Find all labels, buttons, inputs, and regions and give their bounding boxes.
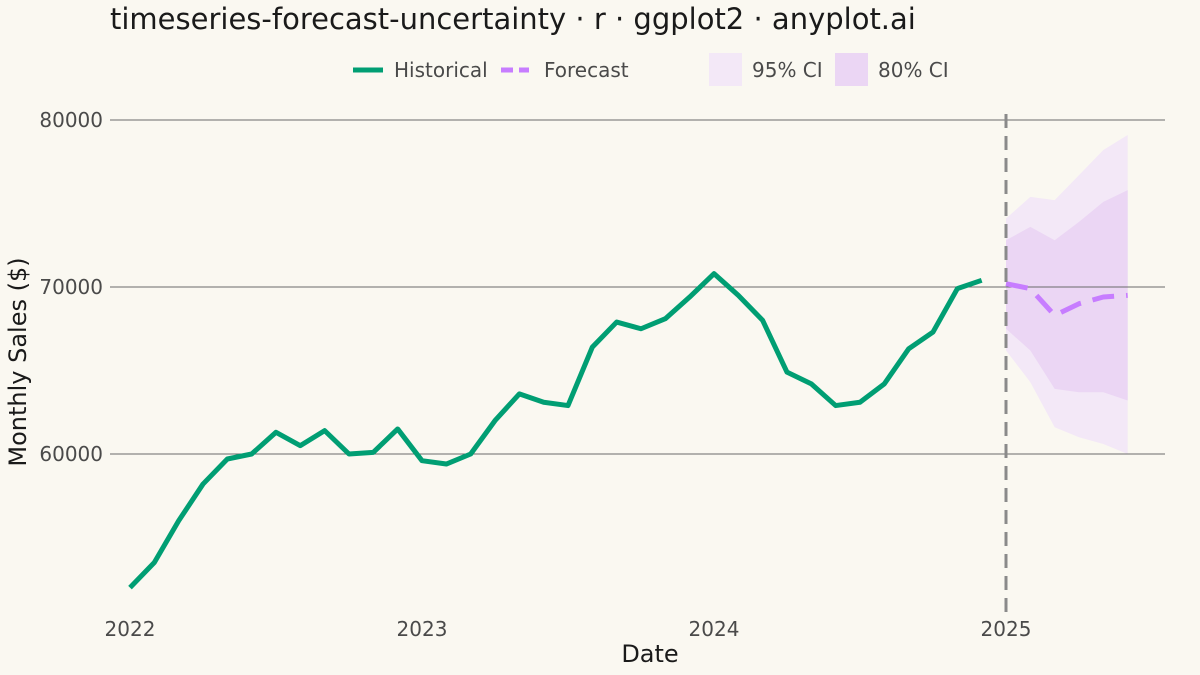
y-axis-ticks: 60000 70000 80000 (39, 108, 103, 466)
legend-ci80-key (835, 53, 868, 86)
legend: Historical Forecast 95% CI 80% CI (353, 53, 949, 86)
y-tick-70000: 70000 (39, 275, 103, 299)
x-tick-2025: 2025 (981, 617, 1032, 641)
y-tick-80000: 80000 (39, 108, 103, 132)
confidence-bands (1006, 135, 1128, 454)
ci-80-band (1006, 190, 1128, 401)
series-lines (128, 271, 1128, 590)
x-tick-2022: 2022 (105, 617, 156, 641)
x-tick-2023: 2023 (397, 617, 448, 641)
forecast-line (1005, 281, 1128, 318)
legend-ci80-label: 80% CI (878, 58, 949, 82)
legend-ci95-label: 95% CI (752, 58, 823, 82)
y-axis-label: Monthly Sales ($) (4, 257, 32, 466)
x-axis-label: Date (621, 640, 678, 668)
chart-title: timeseries-forecast-uncertainty · r · gg… (110, 2, 916, 36)
historical-line (128, 271, 983, 590)
gridlines (110, 119, 1165, 455)
legend-historical-label: Historical (394, 58, 488, 82)
x-axis-ticks: 2022 2023 2024 2025 (105, 617, 1032, 641)
x-tick-2024: 2024 (689, 617, 740, 641)
legend-forecast-label: Forecast (544, 58, 629, 82)
y-tick-60000: 60000 (39, 442, 103, 466)
legend-ci95-key (709, 53, 742, 86)
